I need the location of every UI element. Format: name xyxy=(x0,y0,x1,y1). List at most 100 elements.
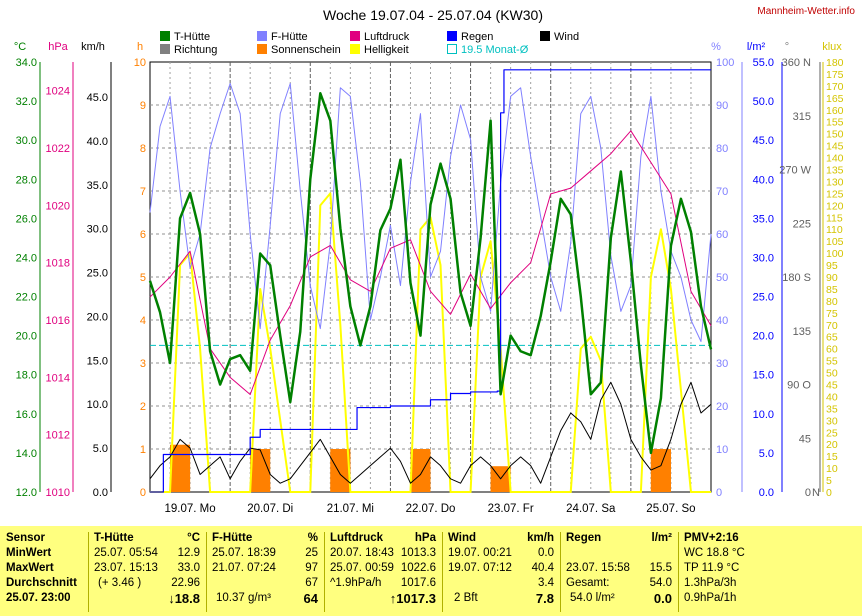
axis-unit-wind: km/h xyxy=(81,41,105,53)
wind-min-val: 0.0 xyxy=(538,547,554,559)
legend-label: 19.5 Monat-Ø xyxy=(461,44,529,56)
weather-chart: Woche 19.07.04 - 25.07.04 (KW30) Mannhei… xyxy=(13,6,856,515)
tick-label: 135 xyxy=(826,165,844,177)
separator xyxy=(678,532,679,612)
tick-label: 30.0 xyxy=(16,135,37,147)
tick-label: 70 xyxy=(716,186,728,198)
tick-label: 32.0 xyxy=(16,96,37,108)
tick-label: 20.0 xyxy=(753,331,774,343)
tick-label: 20 xyxy=(716,401,728,413)
row-label-current: 25.07. 23:00 xyxy=(6,592,71,604)
row-label-max: MaxWert xyxy=(6,562,54,574)
tick-label: 40.0 xyxy=(753,174,774,186)
tick-label: 10 xyxy=(826,463,838,475)
axis-unit-lux: klux xyxy=(822,41,842,53)
humidity-head: F-Hütte xyxy=(212,532,253,544)
day-label: 21.07. Mi xyxy=(327,503,374,515)
legend-swatch xyxy=(447,44,457,54)
axis-unit-direction: ° xyxy=(785,41,789,53)
tick-label: 45.0 xyxy=(87,92,108,104)
tick-label: 10.0 xyxy=(753,409,774,421)
tick-label: 0 xyxy=(140,487,146,499)
tick-label: 75 xyxy=(826,308,838,320)
tick-label: 1018 xyxy=(46,258,70,270)
pmv-trend-3h: 1.3hPa/3h xyxy=(684,577,737,589)
tick-label: 15.0 xyxy=(87,355,108,367)
legend-label: Sonnenschein xyxy=(271,44,341,56)
tick-label: 175 xyxy=(826,69,844,81)
temp-current-val: ↓18.8 xyxy=(168,591,200,606)
axis-unit-pressure: hPa xyxy=(48,41,68,53)
legend-swatch xyxy=(160,44,170,54)
pressure-avg-val: 1017.6 xyxy=(400,577,436,589)
temp-head: T-Hütte xyxy=(94,532,134,544)
tick-label: 0 xyxy=(826,487,832,499)
pressure-head: Luftdruck xyxy=(330,532,384,544)
tick-label: 155 xyxy=(826,117,844,129)
tick-label: 55 xyxy=(826,356,838,368)
rain-head: Regen xyxy=(566,532,602,544)
tick-label: 0.0 xyxy=(759,487,774,499)
tick-label: 35.0 xyxy=(753,213,774,225)
tick-label: N xyxy=(812,487,820,499)
tick-label: 40.0 xyxy=(87,136,108,148)
tick-label: 10.0 xyxy=(87,399,108,411)
tick-label: 7 xyxy=(140,186,146,198)
temp-avg-val: 22.96 xyxy=(171,577,200,589)
legend-label: Richtung xyxy=(174,44,217,56)
separator xyxy=(560,532,561,612)
humidity-min-val: 25 xyxy=(305,547,318,559)
tick-label: 180 S xyxy=(782,272,811,284)
tick-label: 60 xyxy=(826,344,838,356)
pressure-max-val: 1022.6 xyxy=(400,562,436,574)
temp-column: T-Hütte °C 25.07. 05:54 12.9 23.07. 15:13 3… xyxy=(94,532,202,616)
legend-label: T-Hütte xyxy=(174,31,210,43)
day-label: 24.07. Sa xyxy=(566,503,616,515)
tick-label: 4 xyxy=(140,315,146,327)
tick-label: 65 xyxy=(826,332,838,344)
wind-bft-note: 2 Bft xyxy=(454,592,478,604)
legend-swatch xyxy=(257,44,267,54)
temp-unit: °C xyxy=(187,532,200,544)
sunshine-bar xyxy=(410,449,431,492)
tick-label: 24.0 xyxy=(16,252,37,264)
tick-label: 110 xyxy=(826,224,843,236)
wind-current-val: 7.8 xyxy=(535,591,554,606)
tick-label: 60 xyxy=(716,229,728,241)
tick-label: 35.0 xyxy=(87,180,108,192)
day-label: 22.07. Do xyxy=(406,503,456,515)
tick-label: 105 xyxy=(826,236,844,248)
tick-label: 50 xyxy=(716,272,728,284)
pressure-min-time: 20.07. 18:43 xyxy=(330,547,394,559)
series-line-regen xyxy=(150,69,711,493)
pmv-head: PMV+2:16 xyxy=(684,532,739,544)
tick-label: 180 xyxy=(826,57,844,69)
site-link[interactable]: Mannheim-Wetter.info xyxy=(757,6,855,17)
tick-label: 35 xyxy=(826,403,838,415)
tick-label: 115 xyxy=(826,212,843,224)
tick-label: 5.0 xyxy=(759,448,774,460)
tick-label: 145 xyxy=(826,141,844,153)
pmv-windchill: WC 18.8 °C xyxy=(684,547,745,559)
tick-label: 25 xyxy=(826,427,838,439)
tick-label: 26.0 xyxy=(16,213,37,225)
series-line-wind xyxy=(149,381,712,484)
chart-title: Woche 19.07.04 - 25.07.04 (KW30) xyxy=(323,7,543,23)
legend-label: Luftdruck xyxy=(364,31,410,43)
legend-swatch xyxy=(160,31,170,41)
tick-label: 10 xyxy=(134,57,146,69)
legend-label: Helligkeit xyxy=(364,44,409,56)
tick-label: 1022 xyxy=(46,143,70,155)
tick-label: 1024 xyxy=(46,86,70,98)
pressure-trend-note: ^1.9hPa/h xyxy=(330,577,382,589)
tick-label: 20.0 xyxy=(87,311,108,323)
sensor-column: Sensor MinWert MaxWert Durchschnitt 25.0… xyxy=(6,532,88,616)
humidity-abs-note: 10.37 g/m³ xyxy=(216,592,271,604)
rain-unit: l/m² xyxy=(651,532,672,544)
tick-label: 14.0 xyxy=(16,448,37,460)
pressure-min-val: 1013.3 xyxy=(400,547,436,559)
rain-total-val: 54.0 xyxy=(649,577,672,589)
humidity-column: F-Hütte% 25.07. 18:39 25 21.07. 07:24 97 6… xyxy=(212,532,320,616)
humidity-max-val: 97 xyxy=(305,562,318,574)
tick-label: 22.0 xyxy=(16,292,37,304)
